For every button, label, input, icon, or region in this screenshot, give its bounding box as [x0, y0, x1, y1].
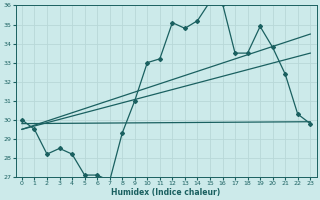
X-axis label: Humidex (Indice chaleur): Humidex (Indice chaleur): [111, 188, 221, 197]
